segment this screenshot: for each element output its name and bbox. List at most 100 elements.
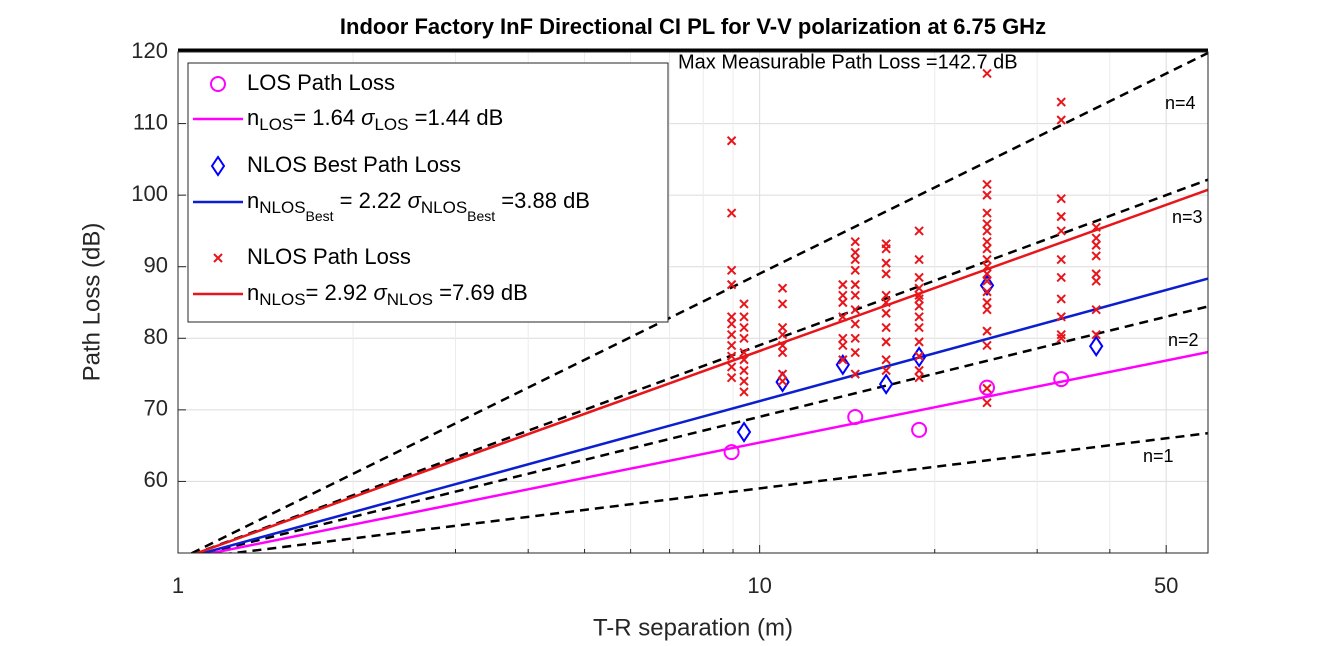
marker-cross [777, 369, 788, 379]
marker-cross [777, 329, 788, 340]
fit-line [206, 350, 1208, 553]
marker-cross [726, 136, 737, 146]
marker-cross [777, 340, 788, 351]
marker-cross [1091, 276, 1101, 286]
marker-cross [881, 322, 891, 333]
marker-cross [726, 362, 737, 372]
marker-cross [914, 351, 924, 361]
marker-cross [982, 236, 992, 247]
marker-cross [726, 372, 737, 383]
marker-cross [1056, 115, 1066, 125]
legend-label-part: NLOS [387, 290, 433, 309]
marker-cross [1091, 304, 1101, 315]
marker-cross [881, 337, 891, 347]
marker-diamond [878, 373, 894, 395]
legend-box [187, 62, 669, 323]
y-tick-label: 70 [144, 396, 168, 421]
y-axis-label: Path Loss (dB) [78, 223, 105, 382]
legend-label-part: σ [373, 280, 387, 305]
legend-label-part: NLOS [421, 198, 467, 217]
marker-cross [982, 219, 992, 229]
marker-cross [777, 283, 788, 293]
marker-cross [914, 226, 924, 236]
marker-cross [726, 340, 737, 351]
legend-label-part: Best [306, 208, 334, 224]
legend-label-part: =7.69 dB [433, 280, 528, 305]
marker-cross [838, 333, 848, 343]
x-tick-label: 1 [172, 573, 184, 598]
legend-label-part: σ [408, 188, 422, 213]
legend-label-part: Best [467, 208, 495, 224]
y-tick-label: 90 [144, 253, 168, 278]
marker-cross [850, 290, 860, 301]
marker-cross [1091, 222, 1101, 233]
legend-label: NLOS Path Loss [247, 244, 411, 269]
marker-cross [914, 294, 924, 304]
marker-cross [850, 369, 860, 379]
marker-cross [1091, 251, 1101, 261]
y-tick-label: 60 [144, 467, 168, 492]
marker-circle [847, 409, 864, 426]
reference-line [193, 178, 1208, 553]
marker-diamond [736, 421, 752, 443]
marker-cross [1056, 97, 1066, 107]
marker-cross [726, 312, 737, 322]
marker-diamond [979, 274, 995, 297]
marker-cross [1091, 240, 1101, 250]
legend-label-part: =1.44 dB [408, 105, 503, 130]
marker-cross [1056, 329, 1066, 340]
marker-cross [777, 322, 788, 333]
fit-line [193, 188, 1208, 553]
marker-cross [914, 337, 924, 347]
marker-cross [726, 319, 737, 329]
marker-cross [850, 247, 860, 258]
reference-line [224, 431, 1208, 553]
marker-cross [982, 383, 992, 394]
marker-cross [982, 340, 992, 351]
marker-cross [739, 299, 749, 309]
reference-label: n=1 [1143, 446, 1174, 466]
reference-line [189, 52, 1208, 553]
legend-label-part: n [247, 105, 259, 130]
marker-cross [726, 351, 737, 361]
marker-cross [1056, 294, 1066, 304]
marker-cross [982, 208, 992, 218]
marker-cross [777, 347, 788, 358]
marker-cross [982, 226, 992, 236]
reference-label: n=4 [1165, 93, 1196, 113]
marker-diamond [1088, 335, 1104, 357]
marker-cross [914, 272, 924, 283]
legend-label-part: n [247, 280, 259, 305]
legend-label-part: = 2.92 [306, 280, 374, 305]
legend-label-part: =3.88 dB [495, 188, 590, 213]
marker-cross [914, 283, 924, 293]
legend-label: nNLOSBest = 2.22 σNLOSBest =3.88 dB [247, 188, 590, 224]
marker-diamond [911, 346, 927, 368]
marker-cross [838, 290, 848, 301]
marker-cross [739, 312, 749, 322]
reference-label: n=2 [1168, 330, 1199, 350]
y-tick-label: 120 [131, 38, 168, 63]
marker-cross [739, 376, 749, 386]
marker-cross [777, 376, 788, 386]
fit-line [198, 277, 1208, 553]
marker-cross [881, 297, 891, 308]
marker-cross [914, 290, 924, 301]
axes-frame [177, 51, 1209, 554]
marker-cross [914, 254, 924, 265]
marker-cross [739, 387, 749, 397]
marker-cross [982, 276, 992, 286]
y-tick-label: 110 [133, 109, 168, 134]
marker-cross [838, 355, 848, 365]
marker-cross [739, 347, 749, 358]
marker-cross [726, 329, 737, 340]
marker-cross [881, 308, 891, 318]
marker-cross [1056, 254, 1066, 265]
legend-label-part: LOS [374, 115, 408, 134]
marker-cross [914, 322, 924, 333]
marker-cross [881, 244, 891, 254]
marker-cross [982, 287, 992, 297]
marker-cross [838, 340, 848, 351]
y-tick-label: 80 [144, 324, 168, 349]
